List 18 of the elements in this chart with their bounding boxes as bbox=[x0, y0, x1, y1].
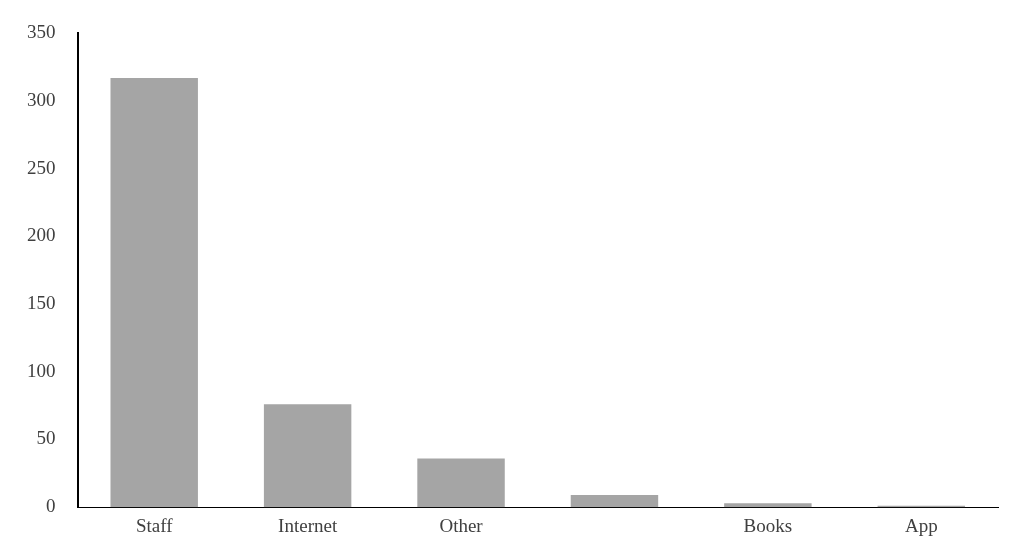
y-tick-label: 300 bbox=[27, 89, 56, 111]
x-tick-label: Other bbox=[439, 514, 484, 536]
x-tick-label: Staff bbox=[135, 514, 174, 536]
y-tick-label: 100 bbox=[27, 359, 56, 381]
y-tick-label: 350 bbox=[27, 21, 56, 43]
bar bbox=[724, 503, 812, 508]
y-tick-label: 150 bbox=[27, 292, 56, 314]
bar bbox=[110, 78, 198, 508]
y-tick-label: 50 bbox=[36, 427, 56, 449]
bar bbox=[417, 458, 505, 508]
x-tick-label: App bbox=[904, 514, 938, 536]
x-tick-label: Books bbox=[743, 514, 793, 536]
x-tick-label: Internet bbox=[278, 514, 338, 536]
bar bbox=[570, 495, 659, 508]
bar bbox=[263, 404, 352, 508]
y-tick-label: 0 bbox=[46, 495, 56, 517]
y-tick-label: 200 bbox=[27, 224, 56, 246]
y-tick-label: 250 bbox=[27, 156, 56, 178]
